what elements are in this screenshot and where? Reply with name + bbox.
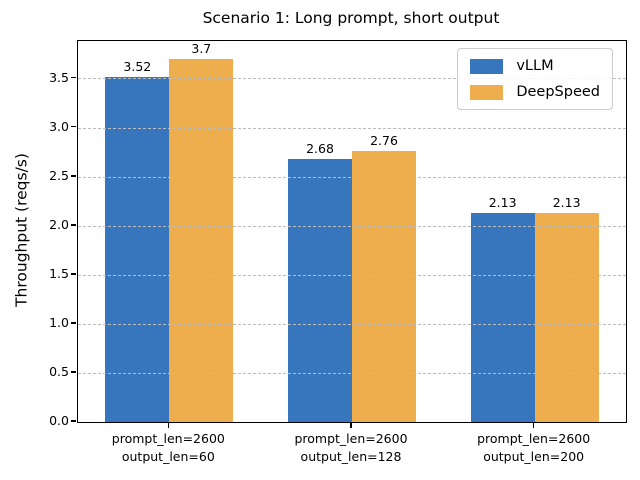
y-tick-mark (71, 175, 76, 177)
bar-value-label: 3.52 (123, 58, 152, 74)
gridline-2.5 (78, 176, 626, 178)
gridline-2.0 (78, 225, 626, 227)
y-tick-label-1.5: 1.5 (49, 265, 69, 281)
y-tick-mark (71, 322, 76, 324)
y-tick-label-3.0: 3.0 (49, 118, 69, 134)
legend-swatch-vllm (470, 58, 504, 74)
y-tick-mark (71, 77, 76, 79)
bar-deepspeed-1 (352, 151, 416, 422)
legend-label: vLLM (516, 58, 554, 74)
y-tick-label-0.0: 0.0 (49, 413, 69, 428)
x-tick-mark (532, 423, 535, 428)
y-tick-mark (71, 371, 76, 373)
chart-title: Scenario 1: Long prompt, short output (202, 9, 500, 27)
y-tick-mark (71, 224, 76, 226)
bar-vllm-0 (105, 76, 170, 422)
legend-item-vllm: vLLM (470, 58, 600, 74)
gridline-3.5 (78, 78, 626, 80)
x-tick-label-2: prompt_len=2600 output_len=200 (477, 431, 591, 465)
legend-label: DeepSpeed (516, 84, 600, 100)
gridline-0.5 (78, 372, 626, 374)
x-tick-label-0: prompt_len=2600 output_len=60 (111, 431, 225, 465)
y-tick-label-3.5: 3.5 (49, 69, 69, 85)
bar-deepspeed-2 (534, 213, 599, 422)
gridline-3.0 (78, 127, 626, 129)
gridline-1.5 (78, 274, 626, 276)
gridline-1.0 (78, 323, 626, 325)
bar-vllm-2 (470, 213, 535, 422)
bar-value-label: 2.13 (552, 195, 581, 211)
legend: vLLM DeepSpeed (457, 48, 613, 110)
bar-value-label: 2.13 (488, 195, 517, 211)
y-tick-mark (71, 273, 76, 275)
x-tick-mark (350, 423, 352, 428)
y-tick-label-2.5: 2.5 (49, 167, 69, 183)
x-tick-label-1: prompt_len=2600 output_len=128 (294, 431, 408, 465)
y-tick-mark (71, 420, 76, 422)
y-tick-label-0.5: 0.5 (49, 363, 69, 379)
legend-item-deepspeed: DeepSpeed (470, 84, 600, 100)
x-tick-mark (167, 423, 170, 428)
bar-vllm-1 (288, 159, 352, 422)
bar-value-label: 2.68 (306, 141, 334, 157)
legend-swatch-deepspeed (470, 84, 504, 100)
plot-area: vLLM DeepSpeed 3.52 2.68 2.13 3.7 2.76 2.13 (77, 40, 627, 423)
bar-deepspeed-0 (169, 59, 234, 422)
y-tick-mark (71, 126, 76, 128)
bar-value-label: 3.7 (191, 41, 212, 57)
y-tick-label-2.0: 2.0 (49, 216, 69, 232)
bar-value-label: 2.76 (370, 133, 398, 149)
y-tick-label-1.0: 1.0 (49, 314, 69, 330)
